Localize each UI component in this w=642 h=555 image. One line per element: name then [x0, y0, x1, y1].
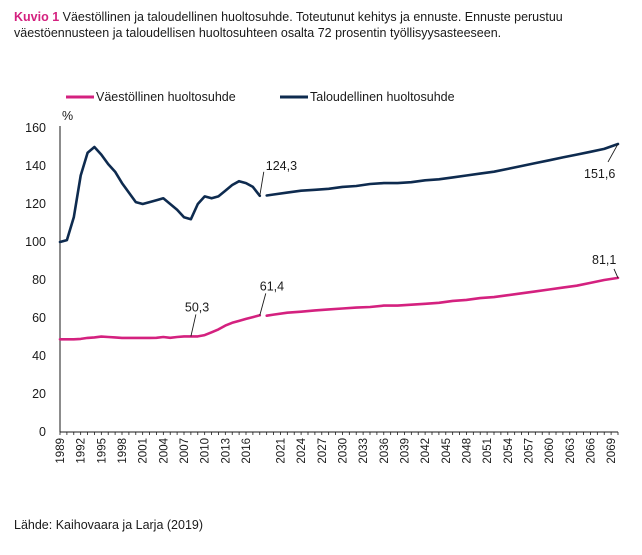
annotation-leader — [259, 171, 265, 196]
legend-label-vaestollinen: Väestöllinen huoltosuhde — [96, 90, 236, 104]
x-tick-label: 2069 — [606, 438, 618, 464]
x-tick-label: 2066 — [585, 438, 597, 464]
x-tick-label: 1992 — [76, 438, 88, 464]
y-tick-label: 120 — [25, 197, 46, 211]
annotation-leader — [607, 143, 619, 163]
x-tick-label: 2027 — [317, 438, 329, 464]
x-tick-label: 2051 — [482, 438, 494, 464]
figure-caption: Kuvio 1 Väestöllinen ja taloudellinen hu… — [14, 10, 614, 41]
x-tick-label: 2007 — [179, 438, 191, 464]
x-tick-label: 2039 — [399, 438, 411, 464]
data-label: 50,3 — [185, 300, 209, 314]
y-tick-label: 40 — [32, 349, 46, 363]
figure-label: Kuvio 1 — [14, 10, 60, 24]
annotation-leader — [190, 314, 197, 337]
data-label: 61,4 — [260, 279, 284, 293]
x-tick-label: 2001 — [138, 438, 150, 464]
source-note: Lähde: Kaihovaara ja Larja (2019) — [14, 518, 204, 532]
y-tick-label: 80 — [32, 273, 46, 287]
x-tick-label: 1998 — [117, 438, 129, 464]
annotation-leader — [613, 268, 619, 279]
legend-label-taloudellinen: Taloudellinen huoltosuhde — [310, 90, 455, 104]
x-tick-label: 2033 — [358, 438, 370, 464]
series-line-taloudellinen-segment-1 — [58, 145, 262, 244]
x-tick-label: 2048 — [461, 438, 473, 464]
x-tick-label: 2060 — [544, 438, 556, 464]
annotation-leader — [259, 293, 267, 316]
x-tick-label: 2057 — [523, 438, 535, 464]
x-tick-label: 2010 — [200, 438, 212, 464]
caption-text: Väestöllinen ja taloudellinen huoltosuhd… — [14, 10, 563, 40]
x-tick-label: 2054 — [503, 437, 515, 463]
data-label: 81,1 — [592, 253, 616, 267]
y-tick-label: 20 — [32, 387, 46, 401]
y-tick-label: 140 — [25, 159, 46, 173]
x-tick-label: 2030 — [337, 438, 349, 464]
y-tick-label: 160 — [25, 121, 46, 135]
x-tick-label: 2063 — [565, 438, 577, 464]
y-tick-label: 0 — [39, 425, 46, 439]
data-label: 151,6 — [584, 167, 615, 181]
y-tick-label: 100 — [25, 235, 46, 249]
series-line-vaestollinen-segment-2 — [265, 276, 620, 318]
x-tick-label: 2045 — [441, 438, 453, 464]
series-line-taloudellinen-segment-2 — [265, 142, 620, 197]
series-line-vaestollinen-segment-1 — [58, 313, 262, 341]
x-tick-label: 2021 — [275, 438, 287, 464]
x-tick-label: 2024 — [296, 437, 308, 463]
x-tick-label: 2004 — [158, 437, 170, 463]
x-tick-label: 1995 — [96, 438, 108, 464]
y-axis-unit-label: % — [62, 109, 73, 123]
x-tick-label: 2013 — [220, 438, 232, 464]
data-label: 124,3 — [266, 159, 297, 173]
x-tick-label: 1989 — [55, 438, 67, 464]
x-tick-label: 2036 — [379, 438, 391, 464]
x-tick-label: 2042 — [420, 438, 432, 464]
y-tick-label: 60 — [32, 311, 46, 325]
x-tick-label: 2016 — [241, 438, 253, 464]
